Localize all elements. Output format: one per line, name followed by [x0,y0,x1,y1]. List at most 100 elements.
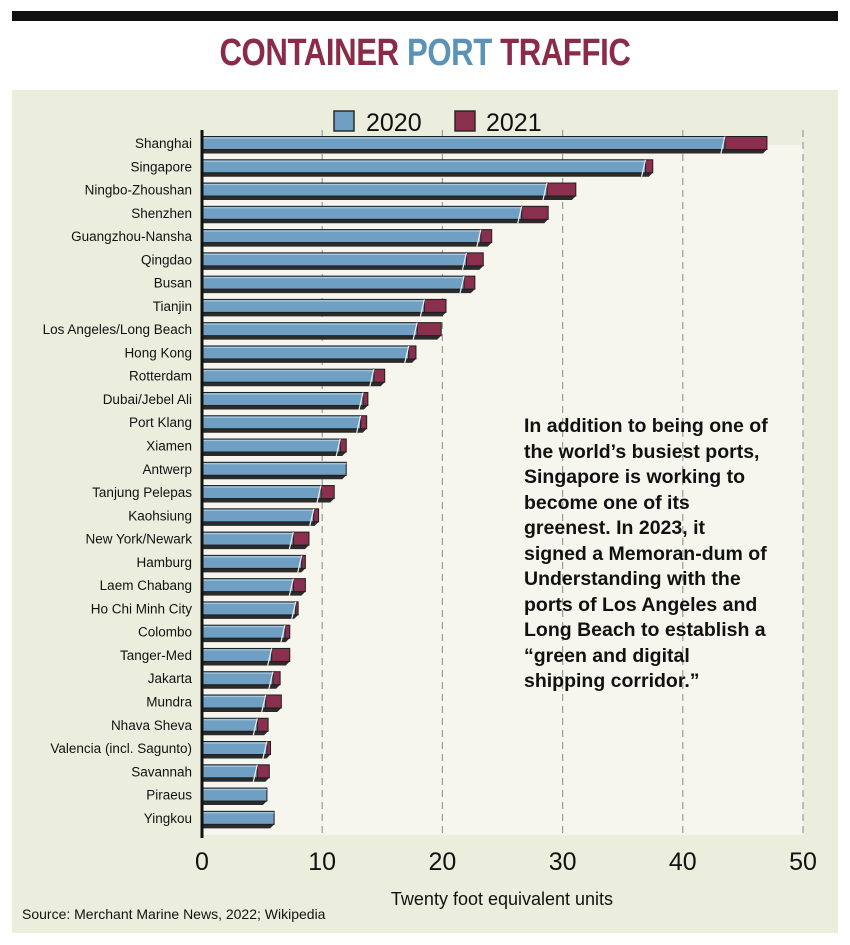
bar-2021 [360,415,368,430]
category-label: Yingkou [144,811,192,826]
bar-divider [476,229,482,247]
x-axis-label: Twenty foot equivalent units [391,889,613,909]
category-label: Colombo [138,625,192,640]
title-word-traffic: TRAFFIC [500,32,631,74]
bar-divider [335,438,341,457]
category-label: Tianjin [153,299,192,314]
bar-divider [280,625,286,643]
chart-panel: 2020 2021 Shanghai Singapore Ningbo-Zhoushan… [12,90,838,933]
bar-divider [404,345,410,364]
bar-2021 [266,741,272,756]
category-label: Kaohsiung [128,508,192,523]
bar-depth [202,149,767,154]
bar-divider [356,415,362,433]
bar-2021 [256,764,270,779]
bar-divider [461,252,468,270]
bar-2021 [408,345,417,360]
category-label: Tanjung Pelepas [92,485,192,500]
bar-divider [267,648,273,666]
bar-divider [369,369,375,387]
bar-2021 [480,229,493,244]
bar-depth [202,614,299,619]
bar-2021 [465,252,484,267]
bar-divider [268,671,274,689]
category-label: Singapore [130,159,192,174]
bar-2021 [416,322,442,337]
bar-depth [202,824,275,829]
legend-swatch-2020 [333,110,355,132]
category-label: Qingdao [141,252,192,267]
bar-depth [202,801,267,806]
bar-2021 [463,275,476,290]
category-label: Mundra [146,694,192,709]
category-label: Laem Chabang [100,578,192,593]
bar-depth [202,452,347,457]
legend-swatch-2021 [454,110,476,132]
bar-chart: 2020 2021 Shanghai Singapore Ningbo-Zhoushan… [43,109,817,909]
bar-divider [297,555,303,573]
bar-depth [202,731,269,736]
bar-depth [202,707,282,712]
category-label: Jakarta [148,671,193,686]
bar-2021 [645,159,654,174]
bar-divider [720,136,726,154]
bar-depth [202,242,492,247]
category-label: New York/Newark [85,532,192,547]
source-line: Source: Merchant Marine News, 2022; Wiki… [22,906,326,922]
bar-divider [291,601,297,620]
category-label: Hong Kong [124,345,192,360]
x-tick-label: 10 [308,848,336,876]
bar-depth [202,172,653,177]
bar-depth [202,289,475,294]
bar-divider [419,299,425,317]
category-label: Xiamen [146,439,192,454]
bar-depth [202,591,306,596]
bar-depth [202,754,271,759]
bar-depth [202,196,576,201]
bar-divider [252,764,258,782]
category-label: Nhava Sheva [111,718,193,733]
bar-depth [202,498,335,503]
bar-depth [202,382,385,387]
bar-2021 [724,136,768,150]
bar-depth [202,428,367,433]
bar-2021 [295,601,299,616]
category-label: Shanghai [135,136,192,151]
bar-depth [202,265,484,270]
legend-label-2020: 2020 [366,109,422,137]
bar-depth [202,405,368,410]
bar-divider [412,322,418,340]
legend-label-2021: 2021 [486,109,542,137]
bar-depth [202,219,549,224]
category-label: Savannah [131,764,192,779]
bar-2021 [521,205,549,220]
bar-2021 [271,647,291,662]
bar-2021 [320,485,335,500]
bar-2021 [313,508,320,523]
top-rule [12,11,838,21]
bar-2021 [272,671,281,686]
bar-divider [517,206,523,224]
x-tick-label: 50 [789,848,817,876]
bar-depth [202,312,447,317]
bar-divider [252,718,258,736]
bar-2021 [292,531,310,546]
category-label: Shenzhen [131,206,192,221]
bar-depth [202,335,442,340]
category-label: Valencia (incl. Sagunto) [50,741,192,756]
category-label: Piraeus [146,788,192,803]
category-label: Ningbo-Zhoushan [85,183,192,198]
bar-depth [202,521,319,526]
bar-depth [202,661,290,666]
annotation-note: In addition to being one of the world’s … [524,415,768,692]
bar-2021 [256,717,269,732]
category-label: Guangzhou-Nansha [71,229,192,244]
bar-divider [309,508,315,526]
bar-divider [316,485,322,503]
category-label: Los Angeles/Long Beach [43,322,192,337]
bar-2021 [284,624,291,639]
bar-2021 [546,182,577,197]
category-label: Busan [154,276,192,291]
x-tick-label: 20 [428,848,456,876]
x-tick-label: 0 [195,848,209,876]
